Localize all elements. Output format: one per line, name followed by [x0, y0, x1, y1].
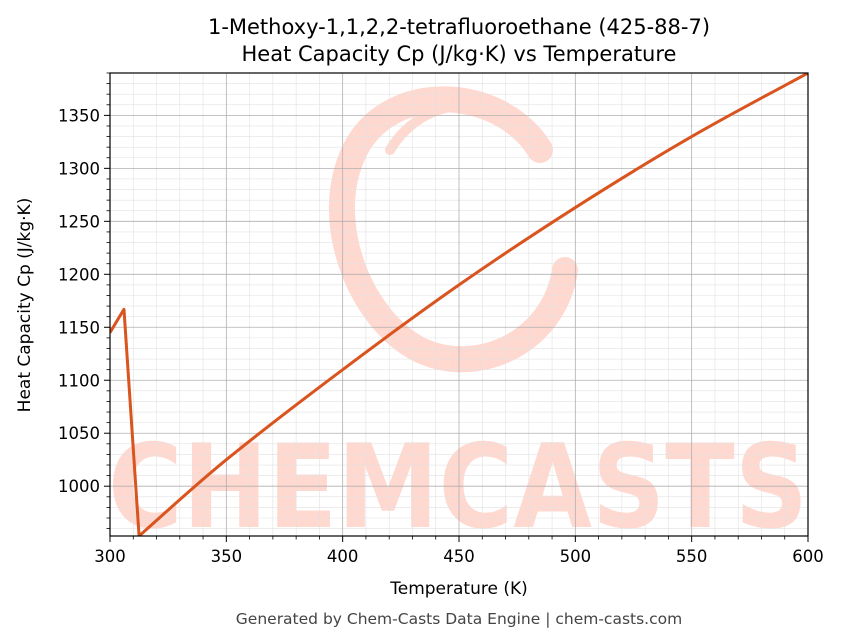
- plot-frame: [109, 72, 809, 537]
- series-layer: [110, 73, 808, 536]
- y-tick-label: 1350: [58, 106, 100, 125]
- y-tick-label: 1250: [58, 212, 100, 231]
- y-tick-label: 1150: [58, 318, 100, 337]
- x-axis-label: Temperature (K): [389, 579, 528, 599]
- y-axis-label: Heat Capacity Cp (J/kg·K): [15, 198, 35, 413]
- y-tick-label: 1200: [58, 265, 100, 284]
- x-tick-label: 500: [560, 547, 592, 566]
- x-tick-label: 350: [211, 547, 243, 566]
- y-tick-label: 1050: [58, 424, 100, 443]
- footer-text: Generated by Chem-Casts Data Engine | ch…: [236, 610, 682, 628]
- chart-title: 1-Methoxy-1,1,2,2-tetrafluoroethane (425…: [208, 15, 710, 39]
- y-tick-label: 1100: [58, 371, 100, 390]
- series-line: [110, 73, 808, 536]
- x-tick-label: 550: [676, 547, 708, 566]
- watermark-text: CHEMCASTS: [108, 420, 808, 555]
- chart-subtitle: Heat Capacity Cp (J/kg·K) vs Temperature: [242, 42, 677, 66]
- x-tick-label: 600: [792, 547, 824, 566]
- x-tick-label: 450: [443, 547, 475, 566]
- x-tick-label: 300: [94, 547, 126, 566]
- y-tick-label: 1300: [58, 159, 100, 178]
- x-tick-label: 400: [327, 547, 359, 566]
- y-tick-label: 1000: [58, 477, 100, 496]
